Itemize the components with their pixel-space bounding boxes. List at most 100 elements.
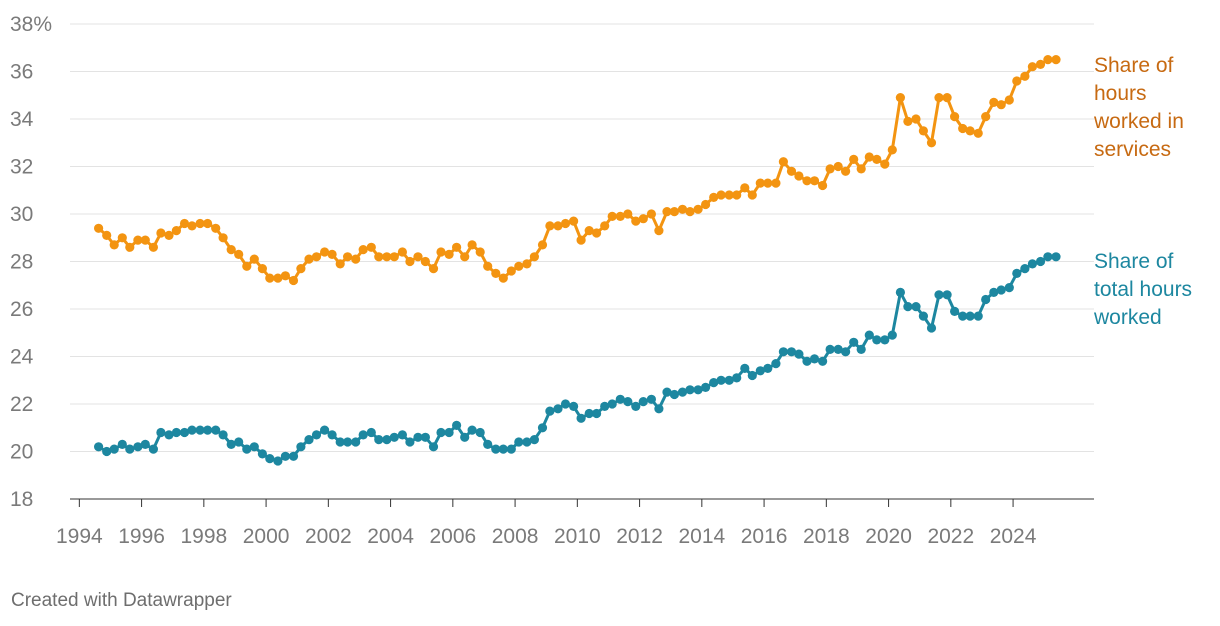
x-tick-label: 2004: [367, 525, 414, 548]
point-services: [1027, 62, 1037, 72]
point-services: [662, 207, 672, 217]
point-total: [304, 435, 314, 445]
x-tick-label: 1994: [56, 525, 103, 548]
point-total: [514, 437, 524, 447]
point-services: [483, 261, 493, 271]
point-total: [1043, 252, 1053, 262]
point-total: [452, 420, 462, 430]
point-services: [1004, 95, 1014, 105]
point-total: [374, 435, 384, 445]
point-total: [1020, 264, 1030, 274]
point-total: [669, 389, 680, 400]
point-services: [475, 247, 485, 257]
y-tick-label: 34: [10, 108, 34, 131]
point-total: [864, 330, 874, 340]
point-services: [249, 254, 259, 264]
point-total: [288, 451, 299, 461]
point-total: [646, 394, 657, 404]
point-total: [506, 444, 516, 454]
point-total: [109, 444, 119, 454]
x-tick-label: 2008: [492, 525, 539, 548]
point-services: [1043, 55, 1053, 65]
point-total: [841, 347, 851, 357]
point-services: [740, 183, 750, 193]
point-total: [950, 306, 960, 316]
point-total: [1012, 268, 1022, 278]
point-total: [802, 356, 812, 366]
point-total: [522, 437, 532, 447]
point-services: [1020, 71, 1030, 81]
point-total: [273, 456, 283, 466]
point-services: [911, 114, 921, 124]
point-services: [1051, 55, 1061, 65]
point-services: [296, 264, 306, 274]
point-services: [109, 240, 119, 250]
point-services: [989, 97, 999, 107]
point-total: [125, 444, 135, 454]
point-total: [203, 425, 213, 435]
point-services: [156, 228, 166, 238]
point-services: [203, 218, 213, 229]
point-total: [926, 323, 937, 333]
point-total: [763, 363, 773, 373]
point-services: [638, 214, 648, 224]
x-tick-label: 2000: [243, 525, 290, 548]
series-label-line: Share of: [1094, 250, 1174, 273]
point-services: [226, 245, 236, 255]
point-total: [833, 344, 843, 354]
point-services: [623, 209, 633, 219]
point-total: [436, 427, 446, 438]
y-tick-label: 26: [10, 298, 33, 321]
point-services: [880, 159, 890, 169]
point-total: [389, 432, 399, 442]
point-services: [693, 204, 703, 214]
point-total: [631, 401, 641, 411]
line-services: [97, 58, 1058, 282]
x-tick-label: 2018: [803, 525, 850, 548]
point-services: [872, 154, 882, 164]
point-total: [226, 439, 236, 449]
point-total: [156, 427, 166, 438]
point-total: [872, 335, 882, 345]
point-services: [491, 268, 501, 278]
series-points: [94, 55, 1061, 466]
point-services: [809, 176, 820, 186]
point-total: [732, 373, 742, 383]
point-total: [187, 425, 197, 435]
series-label-line: hours: [1094, 82, 1147, 105]
point-total: [662, 387, 672, 397]
point-services: [607, 211, 617, 221]
point-services: [171, 226, 181, 236]
point-total: [1051, 252, 1061, 262]
series-label-line: worked: [1093, 306, 1162, 329]
point-total: [257, 449, 267, 459]
point-services: [351, 254, 361, 264]
point-total: [701, 382, 711, 392]
point-services: [950, 112, 960, 122]
x-tick-label: 2014: [678, 525, 725, 548]
point-total: [654, 404, 664, 414]
point-services: [841, 166, 851, 176]
point-services: [926, 138, 937, 148]
point-total: [218, 430, 228, 440]
point-services: [311, 252, 322, 262]
point-total: [709, 378, 719, 388]
x-tick-label: 1996: [118, 525, 165, 548]
point-services: [242, 261, 252, 271]
point-services: [709, 192, 719, 202]
point-total: [242, 444, 252, 454]
point-total: [553, 404, 563, 414]
point-total: [545, 406, 555, 416]
point-total: [560, 399, 571, 409]
point-total: [911, 302, 921, 312]
point-services: [849, 154, 859, 164]
point-services: [973, 128, 983, 138]
point-services: [996, 100, 1006, 110]
point-total: [740, 363, 750, 373]
point-services: [366, 242, 376, 252]
point-total: [623, 397, 633, 407]
point-services: [701, 199, 711, 210]
point-services: [584, 226, 594, 236]
point-services: [553, 221, 563, 231]
